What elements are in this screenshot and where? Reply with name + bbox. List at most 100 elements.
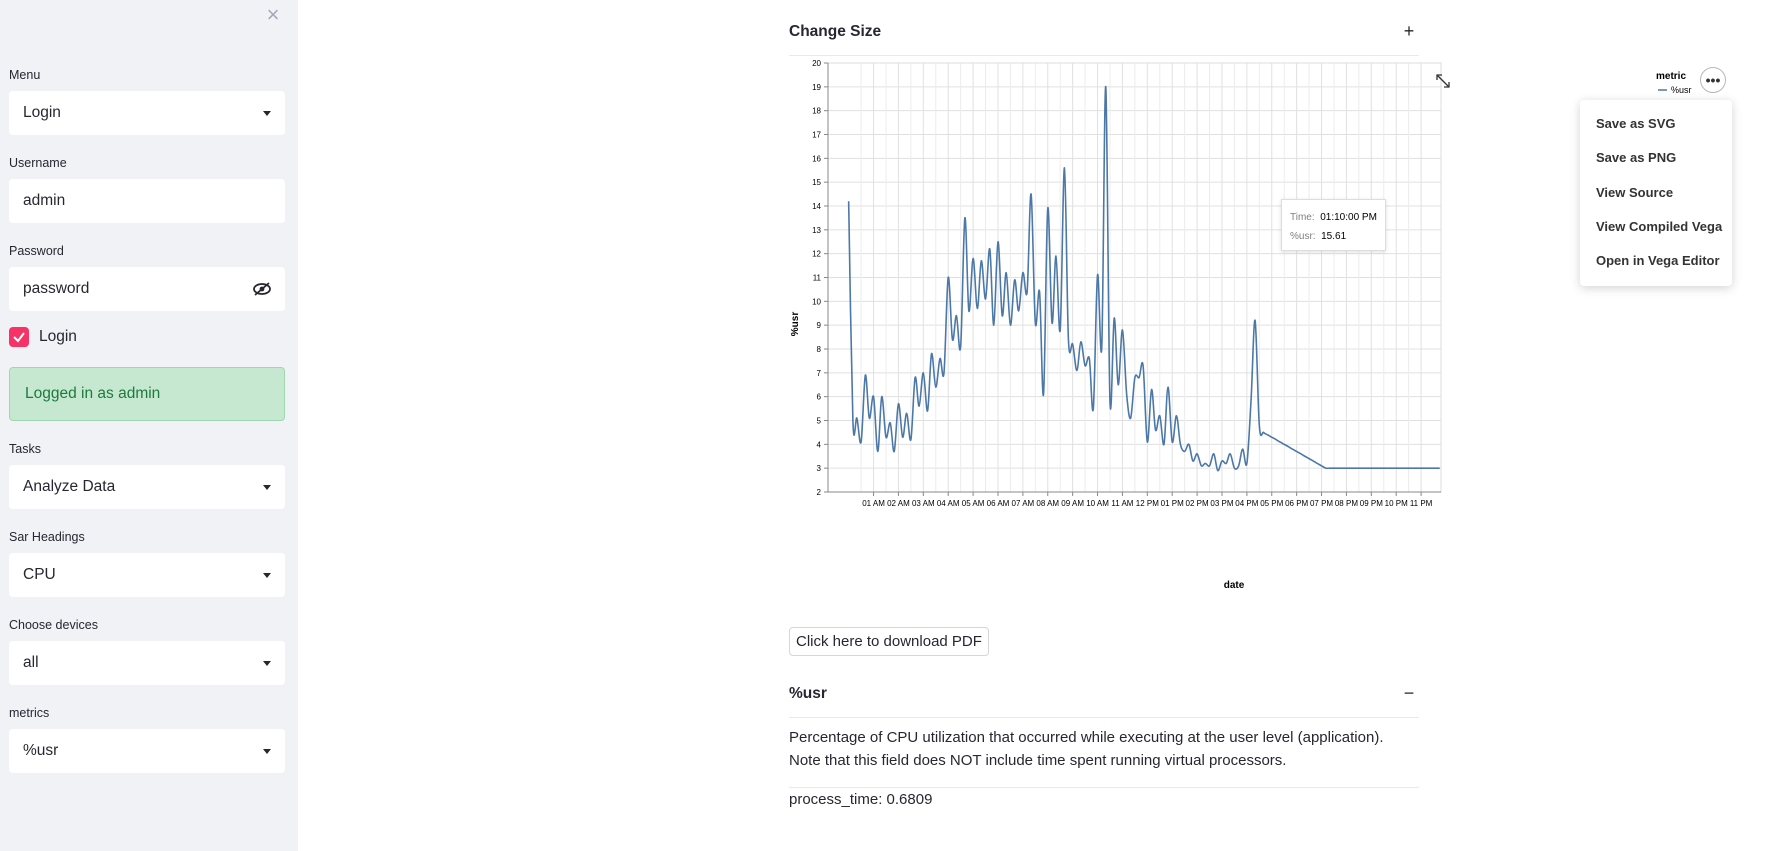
y-tick-label: 18 — [812, 107, 821, 116]
y-tick-label: 10 — [812, 297, 821, 306]
y-tick-label: 6 — [817, 393, 822, 402]
x-tick-label: 11 AM — [1111, 499, 1133, 508]
sidebar: × Menu Login Username admin Password pas… — [0, 0, 298, 851]
chart-actions-menu: Save as SVG Save as PNG View Source View… — [1580, 100, 1732, 286]
chevron-down-icon — [263, 748, 271, 754]
series-line-usr — [847, 86, 1440, 472]
process-time-text: process_time: 0.6809 — [789, 791, 933, 808]
y-tick-label: 8 — [817, 345, 822, 354]
y-tick-label: 16 — [812, 154, 821, 163]
tasks-select[interactable]: Analyze Data — [9, 465, 285, 509]
password-label: Password — [9, 244, 64, 258]
y-tick-label: 3 — [817, 464, 822, 473]
x-tick-label: 10 PM — [1385, 499, 1408, 508]
devices-select[interactable]: all — [9, 641, 285, 685]
checkmark-icon — [9, 327, 29, 347]
menu-item-open-vega-editor[interactable]: Open in Vega Editor — [1596, 253, 1720, 268]
chart-grid — [827, 62, 1442, 493]
x-tick-label: 03 PM — [1210, 499, 1233, 508]
y-tick-label: 13 — [812, 226, 821, 235]
y-tick-label: 19 — [812, 83, 821, 92]
menu-select-value: Login — [23, 104, 61, 121]
metric-description: Percentage of CPU utilization that occur… — [789, 729, 1384, 769]
x-tick-label: 04 AM — [937, 499, 960, 508]
menu-select[interactable]: Login — [9, 91, 285, 135]
y-tick-label: 20 — [812, 59, 821, 68]
menu-label: Menu — [9, 68, 41, 82]
password-field[interactable]: password — [9, 267, 285, 311]
tooltip-metric-label: %usr: — [1290, 231, 1316, 242]
x-axis-label: date — [1224, 580, 1245, 591]
y-tick-label: 5 — [817, 417, 822, 426]
y-tick-label: 17 — [812, 131, 821, 140]
x-tick-label: 09 AM — [1061, 499, 1084, 508]
legend-title: metric — [1656, 71, 1686, 82]
x-tick-label: 04 PM — [1235, 499, 1258, 508]
username-label: Username — [9, 156, 67, 170]
chart-axes: 2 3 4 5 6 7 8 9 10 11 12 13 14 15 16 17 18 19 20 01 AM 02 AM… — [812, 59, 1441, 508]
chart-actions-button[interactable]: ••• — [1700, 67, 1726, 93]
tasks-select-value: Analyze Data — [23, 478, 116, 495]
x-tick-label: 10 AM — [1086, 499, 1109, 508]
y-tick-label: 4 — [817, 440, 822, 449]
x-tick-label: 09 PM — [1360, 499, 1383, 508]
metric-expander[interactable]: %usr − — [789, 670, 1419, 718]
username-value: admin — [23, 192, 66, 209]
x-tick-label: 12 PM — [1136, 499, 1159, 508]
y-tick-label: 12 — [812, 250, 821, 259]
expand-icon[interactable]: + — [1403, 21, 1415, 41]
x-tick-label: 06 PM — [1285, 499, 1308, 508]
x-tick-label: 06 AM — [987, 499, 1010, 508]
chart: 2 3 4 5 6 7 8 9 10 11 12 13 14 15 16 17 18 19 20 01 AM 02 AM… — [789, 58, 1739, 598]
tooltip-time-value: 01:10:00 PM — [1320, 212, 1377, 223]
menu-item-save-png[interactable]: Save as PNG — [1596, 150, 1677, 165]
line-chart: 2 3 4 5 6 7 8 9 10 11 12 13 14 15 16 17 18 19 20 01 AM 02 AM… — [790, 59, 1692, 591]
menu-item-view-source[interactable]: View Source — [1596, 185, 1674, 200]
fullscreen-icon[interactable] — [1436, 74, 1450, 88]
chevron-down-icon — [263, 660, 271, 666]
chevron-down-icon — [263, 110, 271, 116]
tooltip-time-label: Time: — [1290, 212, 1315, 223]
change-size-title: Change Size — [789, 22, 882, 40]
x-tick-label: 07 AM — [1012, 499, 1035, 508]
chart-tooltip: Time: 01:10:00 PM %usr: 15.61 — [1281, 199, 1386, 251]
menu-item-view-compiled-vega[interactable]: View Compiled Vega — [1596, 219, 1723, 234]
x-tick-label: 02 PM — [1186, 499, 1209, 508]
metric-expander-title: %usr — [789, 684, 827, 702]
x-tick-label: 08 AM — [1036, 499, 1059, 508]
menu-item-save-svg[interactable]: Save as SVG — [1596, 116, 1676, 131]
devices-value: all — [23, 654, 39, 671]
y-tick-label: 9 — [817, 321, 822, 330]
x-tick-label: 07 PM — [1310, 499, 1333, 508]
login-checkbox-label: Login — [39, 328, 77, 345]
close-icon[interactable]: × — [266, 2, 280, 27]
collapse-icon[interactable]: − — [1403, 683, 1415, 703]
y-tick-label: 2 — [817, 488, 822, 497]
eye-slash-icon[interactable] — [253, 282, 271, 296]
y-tick-label: 11 — [813, 274, 822, 283]
metrics-value: %usr — [23, 742, 59, 759]
metrics-select[interactable]: %usr — [9, 729, 285, 773]
x-tick-label: 05 AM — [962, 499, 985, 508]
username-field[interactable]: admin — [9, 179, 285, 223]
x-tick-label: 02 AM — [887, 499, 910, 508]
tasks-label: Tasks — [9, 442, 41, 456]
tooltip-metric-value: 15.61 — [1321, 231, 1347, 242]
devices-label: Choose devices — [9, 618, 98, 632]
x-tick-label: 01 AM — [862, 499, 885, 508]
sar-headings-label: Sar Headings — [9, 530, 85, 544]
legend-entry: %usr — [1671, 85, 1692, 95]
login-status-alert: Logged in as admin — [9, 367, 285, 421]
divider — [789, 787, 1419, 788]
change-size-expander[interactable]: Change Size + — [789, 8, 1419, 56]
y-axis-label: %usr — [790, 312, 801, 337]
chevron-down-icon — [263, 572, 271, 578]
password-value: password — [23, 280, 90, 297]
x-tick-label: 05 PM — [1260, 499, 1283, 508]
download-pdf-button[interactable]: Click here to download PDF — [789, 627, 989, 656]
y-tick-label: 7 — [817, 369, 822, 378]
y-tick-label: 15 — [812, 178, 821, 187]
sar-headings-select[interactable]: CPU — [9, 553, 285, 597]
login-checkbox[interactable]: Login — [9, 326, 77, 348]
sar-headings-value: CPU — [23, 566, 56, 583]
